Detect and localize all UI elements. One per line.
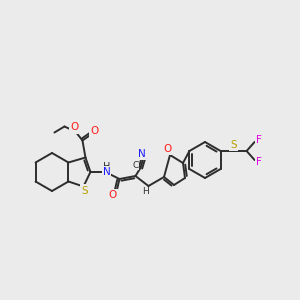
Text: O: O <box>164 144 172 154</box>
Text: O: O <box>90 125 99 136</box>
Text: H: H <box>142 188 149 196</box>
Text: N: N <box>103 167 110 177</box>
Text: C: C <box>132 160 139 169</box>
Text: H: H <box>103 162 110 172</box>
Text: N: N <box>138 149 145 159</box>
Text: O: O <box>70 122 79 133</box>
Text: O: O <box>108 190 117 200</box>
Text: S: S <box>81 185 88 196</box>
Text: S: S <box>230 140 237 150</box>
Text: F: F <box>256 135 262 145</box>
Text: F: F <box>256 157 262 167</box>
